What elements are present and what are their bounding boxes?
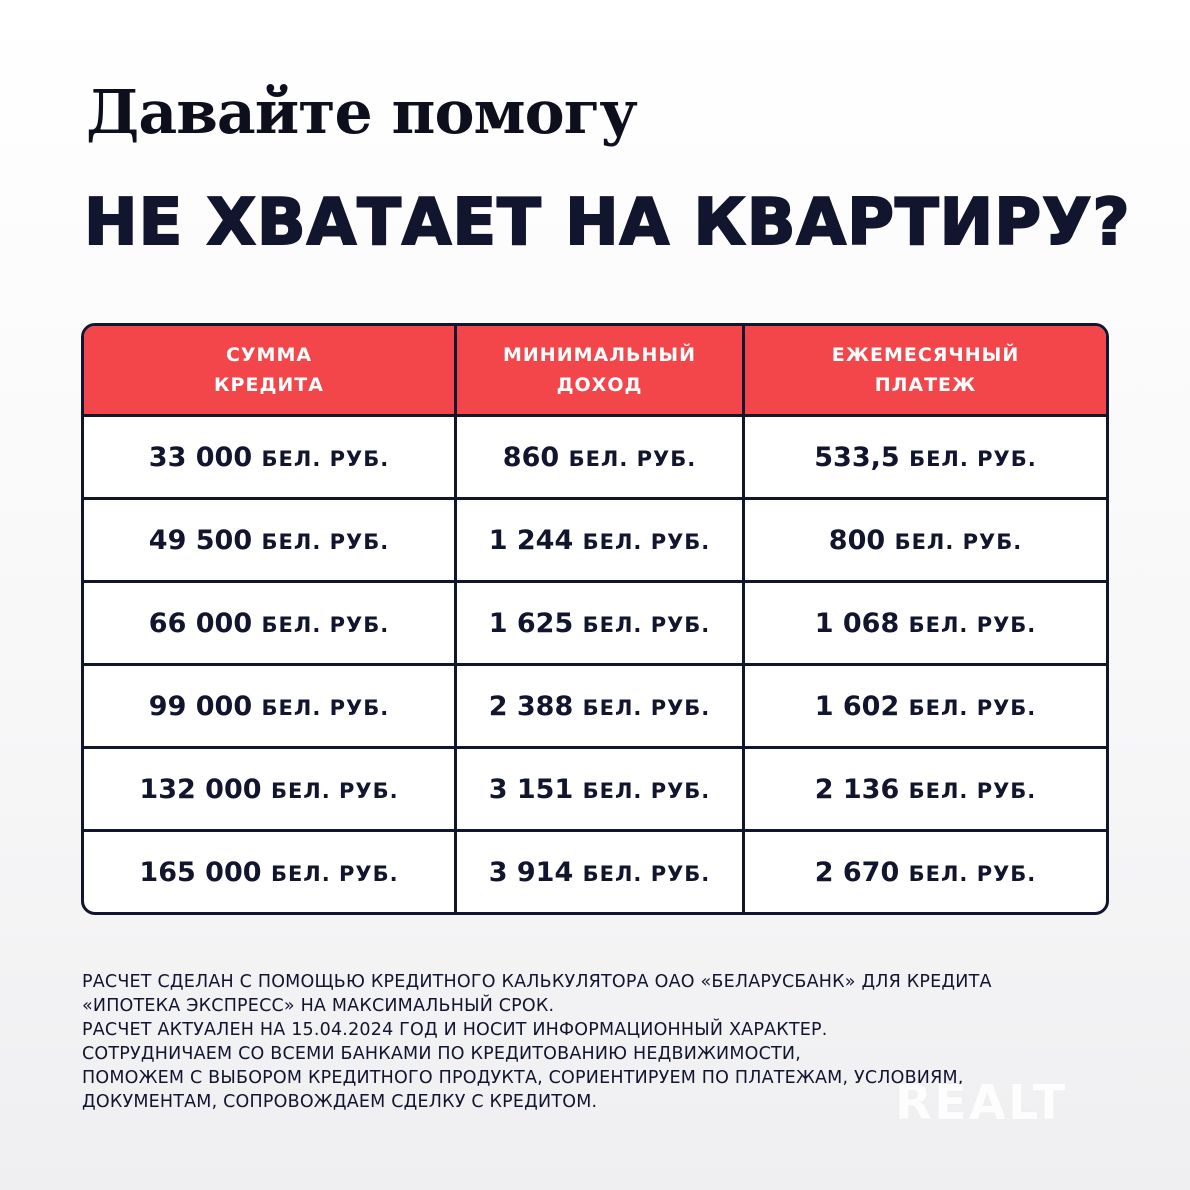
realt-watermark-logo: REALT <box>895 1075 1068 1131</box>
cell-loan-amount: 49 500 БЕЛ. РУБ. <box>84 500 457 583</box>
cell-monthly-payment: 1 602 БЕЛ. РУБ. <box>745 666 1106 749</box>
disclaimer-line: РАСЧЕТ АКТУАЛЕН НА 15.04.2024 ГОД И НОСИ… <box>82 1020 828 1040</box>
disclaimer-line: «ИПОТЕКА ЭКСПРЕСС» НА МАКСИМАЛЬНЫЙ СРОК. <box>82 996 555 1016</box>
disclaimer-line: РАСЧЕТ СДЕЛАН С ПОМОЩЬЮ КРЕДИТНОГО КАЛЬК… <box>82 972 992 992</box>
cell-min-income: 1 244 БЕЛ. РУБ. <box>457 500 745 583</box>
table-row: 165 000 БЕЛ. РУБ. 3 914 БЕЛ. РУБ. 2 670 БЕ… <box>84 832 1106 912</box>
cell-min-income: 3 914 БЕЛ. РУБ. <box>457 832 745 912</box>
disclaimer-line: ДОКУМЕНТАМ, СОПРОВОЖДАЕМ СДЕЛКУ С КРЕДИТ… <box>82 1092 598 1112</box>
cell-loan-amount: 99 000 БЕЛ. РУБ. <box>84 666 457 749</box>
disclaimer-line: ПОМОЖЕМ С ВЫБОРОМ КРЕДИТНОГО ПРОДУКТА, С… <box>82 1068 964 1088</box>
cell-monthly-payment: 2 670 БЕЛ. РУБ. <box>814 856 1037 888</box>
table-row: 49 500 БЕЛ. РУБ. 1 244 БЕЛ. РУБ. 800 БЕЛ. … <box>84 500 1106 583</box>
table-row: 66 000 БЕЛ. РУБ. 1 625 БЕЛ. РУБ. 1 068 БЕЛ… <box>84 583 1106 666</box>
cell-monthly-payment: 800 БЕЛ. РУБ. <box>745 500 1106 583</box>
cell-monthly-payment: 533,5 БЕЛ. РУБ. <box>745 417 1106 500</box>
cell-min-income: 3 151 БЕЛ. РУБ. <box>457 749 745 832</box>
table-row: 33 000 БЕЛ. РУБ. 860 БЕЛ. РУБ. 533,5 БЕЛ. … <box>84 417 1106 500</box>
table-row: 132 000 БЕЛ. РУБ. 3 151 БЕЛ. РУБ. 2 136 БЕ… <box>84 749 1106 832</box>
cell-monthly-payment: 2 136 БЕЛ. РУБ. <box>745 749 1106 832</box>
cell-monthly-payment: 1 068 БЕЛ. РУБ. <box>745 583 1106 666</box>
header-loan-amount: СУММА КРЕДИТА <box>84 326 457 417</box>
credit-table: СУММА КРЕДИТА МИНИМАЛЬНЫЙ ДОХОД ЕЖЕМЕСЯЧНЫ… <box>81 323 1109 915</box>
table-row: 99 000 БЕЛ. РУБ. 2 388 БЕЛ. РУБ. 1 602 БЕЛ… <box>84 666 1106 749</box>
cell-min-income: 860 БЕЛ. РУБ. <box>457 417 745 500</box>
cell-min-income: 1 625 БЕЛ. РУБ. <box>457 583 745 666</box>
table-header-row: СУММА КРЕДИТА МИНИМАЛЬНЫЙ ДОХОД ЕЖЕМЕСЯЧНЫ… <box>84 326 1106 417</box>
heading: Давайте помогу <box>86 78 638 148</box>
cell-loan-amount: 33 000 БЕЛ. РУБ. <box>84 417 457 500</box>
header-min-income: МИНИМАЛЬНЫЙ ДОХОД <box>457 326 745 417</box>
disclaimer: РАСЧЕТ СДЕЛАН С ПОМОЩЬЮ КРЕДИТНОГО КАЛЬК… <box>82 970 992 1114</box>
disclaimer-line: СОТРУДНИЧАЕМ СО ВСЕМИ БАНКАМИ ПО КРЕДИТО… <box>82 1044 801 1064</box>
cell-min-income: 2 388 БЕЛ. РУБ. <box>457 666 745 749</box>
subheading: НЕ ХВАТАЕТ НА КВАРТИРУ? <box>83 185 1131 261</box>
cell-loan-amount: 132 000 БЕЛ. РУБ. <box>84 749 457 832</box>
cell-loan-amount: 165 000 БЕЛ. РУБ. <box>84 832 457 912</box>
cell-loan-amount: 66 000 БЕЛ. РУБ. <box>84 583 457 666</box>
header-monthly-payment: ЕЖЕМЕСЯЧНЫЙ ПЛАТЕЖ <box>745 326 1106 417</box>
